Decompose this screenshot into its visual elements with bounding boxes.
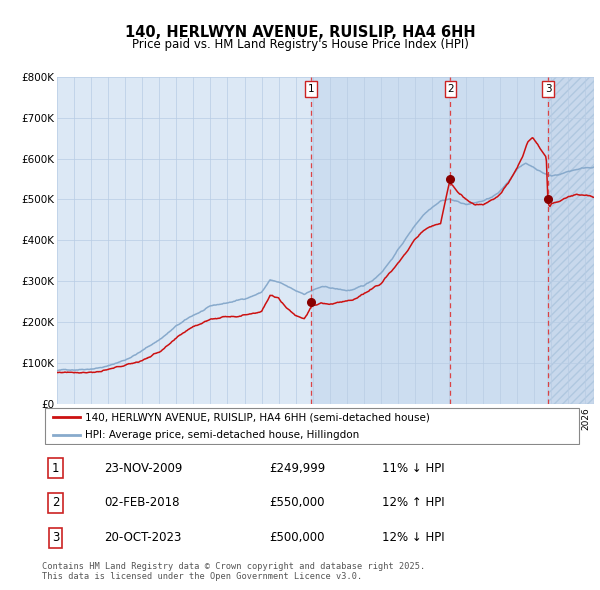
- Text: 2: 2: [447, 84, 454, 94]
- Text: Contains HM Land Registry data © Crown copyright and database right 2025.: Contains HM Land Registry data © Crown c…: [42, 562, 425, 571]
- Bar: [311, 77, 548, 404]
- Text: 11% ↓ HPI: 11% ↓ HPI: [382, 461, 445, 474]
- Bar: [548, 77, 594, 404]
- Text: 140, HERLWYN AVENUE, RUISLIP, HA4 6HH: 140, HERLWYN AVENUE, RUISLIP, HA4 6HH: [125, 25, 475, 40]
- FancyBboxPatch shape: [45, 408, 580, 444]
- Text: 20-OCT-2023: 20-OCT-2023: [104, 532, 181, 545]
- Text: 140, HERLWYN AVENUE, RUISLIP, HA4 6HH (semi-detached house): 140, HERLWYN AVENUE, RUISLIP, HA4 6HH (s…: [85, 412, 430, 422]
- Text: 12% ↓ HPI: 12% ↓ HPI: [382, 532, 445, 545]
- Text: £550,000: £550,000: [269, 496, 325, 510]
- Text: 23-NOV-2009: 23-NOV-2009: [104, 461, 182, 474]
- Text: 3: 3: [52, 532, 59, 545]
- Text: £249,999: £249,999: [269, 461, 325, 474]
- Text: 12% ↑ HPI: 12% ↑ HPI: [382, 496, 445, 510]
- Text: 3: 3: [545, 84, 551, 94]
- Text: £500,000: £500,000: [269, 532, 325, 545]
- Text: 1: 1: [52, 461, 59, 474]
- Text: 02-FEB-2018: 02-FEB-2018: [104, 496, 179, 510]
- Text: 1: 1: [308, 84, 314, 94]
- Text: This data is licensed under the Open Government Licence v3.0.: This data is licensed under the Open Gov…: [42, 572, 362, 581]
- Text: 2: 2: [52, 496, 59, 510]
- Text: Price paid vs. HM Land Registry's House Price Index (HPI): Price paid vs. HM Land Registry's House …: [131, 38, 469, 51]
- Text: HPI: Average price, semi-detached house, Hillingdon: HPI: Average price, semi-detached house,…: [85, 430, 359, 440]
